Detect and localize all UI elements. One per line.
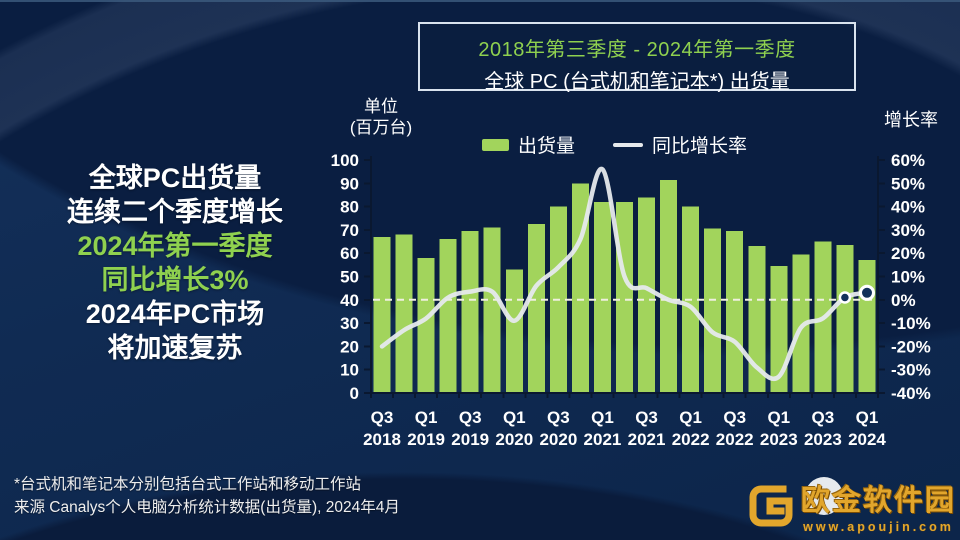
right-tick-label: 40% xyxy=(891,198,925,217)
growth-point-marker xyxy=(838,291,852,304)
headline-line-5: 2024年PC市场 xyxy=(85,299,265,329)
x-label-quarter: Q1 xyxy=(415,408,438,427)
x-label-year: 2020 xyxy=(495,430,533,449)
right-tick-label: 0% xyxy=(891,291,916,310)
right-tick-label: -30% xyxy=(891,361,931,380)
bar-Q3-2021 xyxy=(638,197,655,393)
watermark: 欧金软件园 www.apoujin.com xyxy=(747,477,956,534)
legend-label-growth: 同比增长率 xyxy=(652,136,748,157)
left-axis-title-line2: (百万台) xyxy=(349,118,413,137)
bar-Q2-2020 xyxy=(527,224,545,393)
x-label-quarter: Q3 xyxy=(459,408,482,427)
left-tick-label: 90 xyxy=(340,174,359,193)
bars-group xyxy=(373,179,876,393)
x-label-year: 2018 xyxy=(363,430,401,449)
x-label-year: 2024 xyxy=(848,430,886,449)
right-tick-label: 20% xyxy=(891,244,925,263)
watermark-text: 欧金软件园 www.apoujin.com xyxy=(801,477,956,534)
headline-line-4: 同比增长3% xyxy=(101,265,249,295)
right-tick-label: 10% xyxy=(891,268,925,287)
bar-Q1-2024 xyxy=(858,260,876,393)
headline-line-1: 全球PC出货量 xyxy=(88,163,262,193)
right-tick-label: -10% xyxy=(891,314,931,333)
left-tick-label: 40 xyxy=(340,291,359,310)
footer: *台式机和笔记本分别包括台式工作站和移动工作站 来源 Canalys个人电脑分析… xyxy=(14,473,400,519)
x-label-year: 2019 xyxy=(407,430,445,449)
x-label-year: 2020 xyxy=(539,430,577,449)
right-tick-label: -40% xyxy=(891,384,931,403)
x-label-year: 2022 xyxy=(716,430,754,449)
left-axis-title: 单位 (百万台) xyxy=(336,96,426,138)
bar-Q4-2018 xyxy=(395,234,413,393)
x-label-quarter: Q3 xyxy=(635,408,658,427)
bar-series-swatch-icon xyxy=(482,138,509,151)
bar-Q3-2022 xyxy=(726,231,744,393)
x-label-year: 2023 xyxy=(760,430,798,449)
x-label-quarter: Q1 xyxy=(679,408,702,427)
left-tick-label: 50 xyxy=(340,268,359,287)
legend-label-shipments: 出货量 xyxy=(518,136,576,157)
title-box: 2018年第三季度 - 2024年第一季度 全球 PC (台式机和笔记本*) 出… xyxy=(418,22,856,93)
left-axis-title-line1: 单位 xyxy=(364,97,398,116)
right-axis-title: 增长率 xyxy=(884,110,938,130)
left-tick-label: 20 xyxy=(340,337,359,356)
x-label-quarter: Q3 xyxy=(812,408,835,427)
x-axis-labels: Q3 2018 Q1 2019 Q3 2019 Q1 2020 Q3 2020 Q1 2021 Q3 20… xyxy=(363,408,886,449)
watermark-logo-square-spiral-icon xyxy=(749,485,793,526)
left-tick-label: 100 xyxy=(331,151,359,170)
x-label-quarter: Q1 xyxy=(591,408,614,427)
legend-item-growth: 同比增长率 xyxy=(613,131,747,158)
x-label-quarter: Q1 xyxy=(503,408,526,427)
bar-Q4-2023 xyxy=(836,245,854,393)
right-tick-label: 60% xyxy=(891,151,925,170)
x-label-year: 2021 xyxy=(628,430,666,449)
bar-Q2-2021 xyxy=(616,201,633,393)
left-tick-label: 70 xyxy=(340,221,359,240)
x-label-year: 2023 xyxy=(804,430,842,449)
headline-line-6: 将加速复苏 xyxy=(107,333,243,363)
watermark-site-name: 欧金软件园 xyxy=(800,485,956,517)
x-label-quarter: Q1 xyxy=(767,408,790,427)
right-tick-label: 30% xyxy=(891,221,925,240)
left-tick-label: 10 xyxy=(340,361,359,380)
right-tick-label: -20% xyxy=(891,337,931,356)
left-tick-label: 80 xyxy=(340,198,359,217)
line-series-swatch-icon xyxy=(613,142,644,147)
left-tick-label: 60 xyxy=(340,244,359,263)
bar-Q1-2021 xyxy=(594,201,611,393)
bar-Q3-2018 xyxy=(373,236,391,393)
bar-Q1-2020 xyxy=(505,269,523,393)
x-label-quarter: Q3 xyxy=(723,408,746,427)
bar-Q3-2019 xyxy=(461,231,479,393)
footnote: *台式机和笔记本分别包括台式工作站和移动工作站 xyxy=(14,476,362,493)
x-label-year: 2022 xyxy=(672,430,710,449)
bar-Q2-2019 xyxy=(439,239,457,393)
x-label-year: 2021 xyxy=(584,430,622,449)
bar-Q4-2021 xyxy=(660,179,678,393)
headline-line-2: 连续二个季度增长 xyxy=(67,197,283,227)
title-period: 2018年第三季度 - 2024年第一季度 xyxy=(478,39,796,61)
headline-line-3: 2024年第一季度 xyxy=(77,231,273,261)
bar-Q4-2019 xyxy=(483,227,501,393)
headline: 全球PC出货量 连续二个季度增长 2024年第一季度 同比增长3% 2024年P… xyxy=(18,161,332,365)
left-tick-label: 30 xyxy=(340,314,359,333)
top-edge-highlight xyxy=(0,0,960,2)
x-label-quarter: Q1 xyxy=(856,408,879,427)
title-subtitle: 全球 PC (台式机和笔记本*) 出货量 xyxy=(484,71,790,93)
source-line: 来源 Canalys个人电脑分析统计数据(出货量), 2024年4月 xyxy=(14,499,400,516)
bar-Q1-2019 xyxy=(417,257,435,393)
growth-point-marker xyxy=(859,284,875,301)
legend: 出货量 同比增长率 xyxy=(482,131,747,158)
left-tick-label: 0 xyxy=(350,384,359,403)
right-tick-label: 50% xyxy=(891,174,925,193)
x-label-year: 2019 xyxy=(451,430,489,449)
x-label-quarter: Q3 xyxy=(371,408,394,427)
watermark-site-url: www.apoujin.com xyxy=(803,520,954,534)
x-label-quarter: Q3 xyxy=(547,408,570,427)
bar-Q2-2022 xyxy=(704,228,722,393)
legend-item-shipments: 出货量 xyxy=(482,131,575,158)
